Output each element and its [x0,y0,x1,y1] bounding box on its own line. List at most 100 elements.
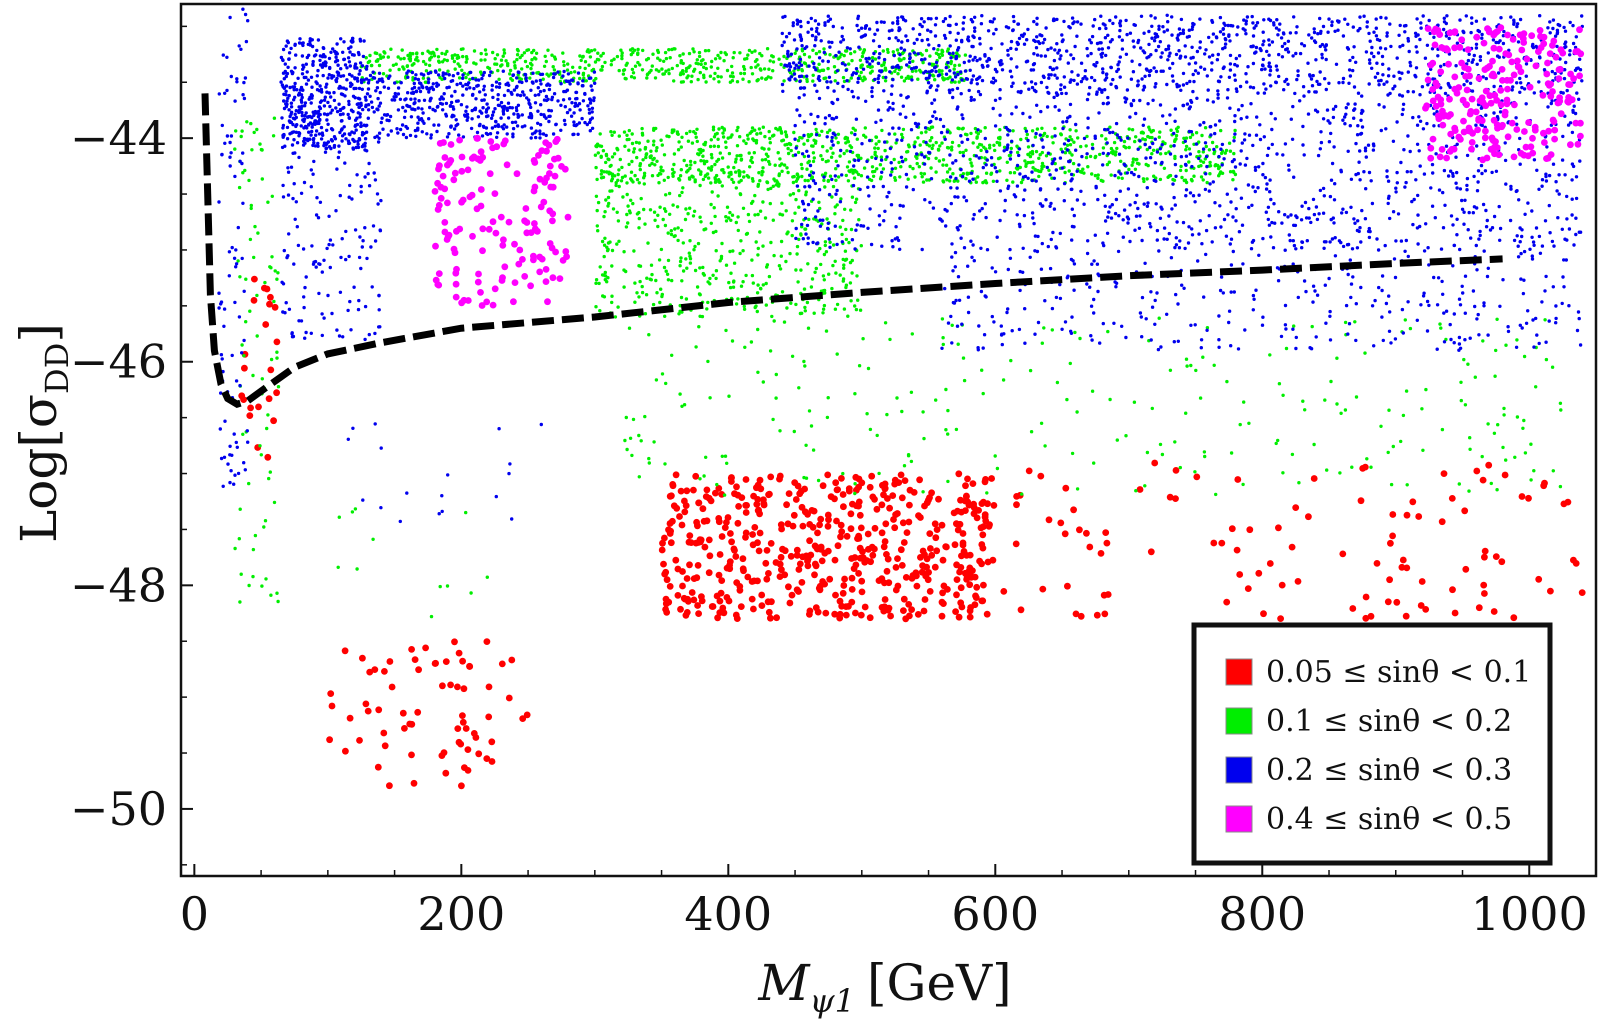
data-point [487,66,492,71]
data-point [922,436,926,441]
data-point [596,200,601,205]
data-point [738,494,746,501]
data-point [1303,408,1307,412]
data-point [765,180,769,184]
data-point [1042,37,1047,42]
data-point [946,146,951,150]
data-point [755,132,759,136]
data-point [1525,494,1532,502]
data-point [646,56,651,61]
data-point [1025,132,1030,137]
data-point [434,70,438,74]
data-point [750,72,755,76]
data-point [491,110,496,114]
data-point [643,222,647,226]
data-point [933,526,941,533]
data-point [849,168,854,172]
data-point [792,130,796,135]
data-point [440,51,444,56]
data-point [706,359,710,364]
data-point [961,27,965,31]
data-point [1073,330,1077,335]
data-point [338,107,343,112]
data-point [782,40,786,44]
data-point [786,170,790,175]
data-point [846,140,851,144]
data-point [494,80,499,84]
data-point [360,133,365,137]
data-point [1459,380,1463,384]
data-point [1519,81,1523,85]
data-point [1269,84,1273,88]
data-point [1531,45,1536,50]
data-point [1223,151,1228,155]
data-point [964,475,971,483]
data-point [693,244,697,249]
data-point [1464,14,1469,18]
data-point [741,249,745,253]
data-point [873,505,881,513]
data-point [347,254,351,259]
data-point [729,271,733,275]
data-point [378,90,382,95]
data-point [956,342,960,346]
data-point [311,172,315,176]
data-point [678,392,682,396]
data-point [806,178,810,183]
data-point [1442,16,1447,20]
data-point [785,583,792,591]
data-point [595,142,600,146]
data-point [1030,129,1035,133]
data-point [908,606,915,613]
data-point [763,216,768,220]
data-point [1492,84,1496,89]
data-point [814,529,821,537]
data-point [559,82,563,86]
data-point [778,126,782,130]
data-point [359,184,363,189]
data-point [637,181,641,185]
data-point [1069,53,1073,57]
data-point [249,206,253,211]
data-point [304,137,308,142]
data-point [315,74,319,78]
data-point [883,79,888,83]
data-point [990,502,998,509]
data-point [437,123,441,127]
data-point [301,41,305,45]
data-point [1090,172,1094,176]
data-point [680,404,684,408]
data-point [276,385,281,389]
data-point [334,209,338,213]
data-point [727,280,731,285]
data-point [868,472,876,480]
data-point [985,522,993,530]
data-point [823,23,827,27]
data-point [475,750,483,758]
data-point [1136,79,1140,83]
data-point [764,303,768,307]
data-point [1335,356,1339,360]
data-point [1386,576,1393,584]
data-point [812,311,816,315]
data-point [353,124,357,128]
data-point [655,291,659,295]
data-point [1124,434,1128,438]
data-point [484,110,488,114]
data-point [712,77,716,81]
data-point [625,192,629,197]
data-point [358,115,362,119]
data-point [747,151,751,155]
data-point [566,72,571,76]
data-point [1176,125,1180,129]
data-point [361,54,366,59]
data-point [612,152,617,156]
data-point [617,184,621,189]
data-point [400,123,405,127]
data-point [502,93,507,98]
data-point [629,52,633,57]
data-point [669,517,676,525]
data-point [1040,150,1045,155]
data-point [282,99,286,103]
data-point [533,101,538,105]
